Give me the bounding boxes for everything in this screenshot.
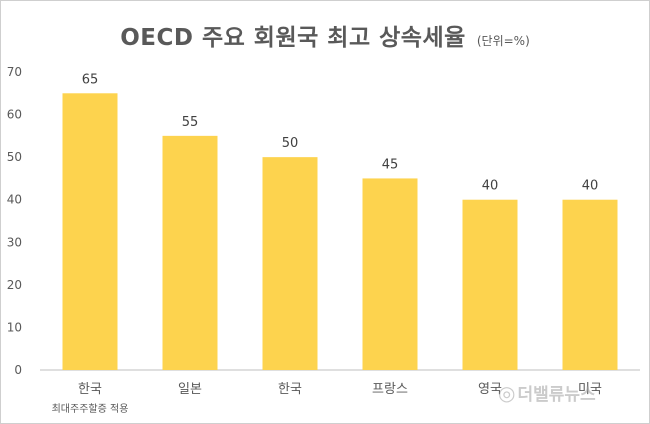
data-label: 45 <box>382 157 399 172</box>
circle-logo-icon: ◎ <box>498 381 516 405</box>
y-tick-label: 60 <box>7 108 22 122</box>
y-tick-label: 30 <box>7 235 22 249</box>
chart-title-text: OECD 주요 회원국 최고 상속세율 <box>120 25 466 51</box>
y-tick-label: 0 <box>14 363 22 377</box>
y-tick-label: 40 <box>7 193 22 207</box>
data-label: 65 <box>82 72 99 87</box>
x-tick-sublabel: 최대주주할증 적용 <box>52 403 129 415</box>
y-tick-label: 10 <box>7 320 22 334</box>
data-label: 55 <box>182 115 199 130</box>
data-label: 40 <box>482 179 499 194</box>
x-tick-label: 영국 <box>478 382 502 397</box>
watermark-text: 더밸류뉴스 <box>517 385 596 405</box>
x-tick-label: 일본 <box>178 382 202 397</box>
y-tick-label: 20 <box>7 278 22 292</box>
bar <box>162 135 218 370</box>
bar <box>62 93 118 371</box>
x-tick-label: 한국 <box>278 382 302 397</box>
x-tick-label: 프랑스 <box>372 382 408 397</box>
y-tick-label: 70 <box>7 65 22 79</box>
data-label: 50 <box>282 136 299 151</box>
watermark: ◎ 더밸류뉴스 <box>498 380 596 405</box>
data-label: 40 <box>582 179 599 194</box>
x-tick-label: 미국 <box>578 382 602 397</box>
bar <box>262 157 318 370</box>
chart-title: OECD 주요 회원국 최고 상속세율 (단위=%) <box>0 18 650 52</box>
x-tick-label: 한국 <box>78 382 102 397</box>
bar <box>462 199 518 370</box>
y-tick-label: 50 <box>7 150 22 164</box>
bar <box>562 199 618 370</box>
bar <box>362 178 418 370</box>
chart-unit-note: (단위=%) <box>476 34 530 48</box>
